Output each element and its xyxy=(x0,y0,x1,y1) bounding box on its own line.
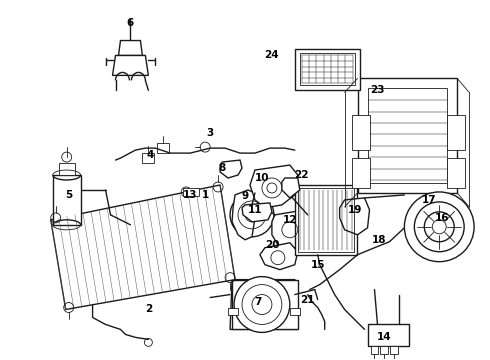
Bar xyxy=(358,78,457,193)
Bar xyxy=(228,307,238,315)
Polygon shape xyxy=(230,280,298,329)
Bar xyxy=(232,280,298,329)
Bar xyxy=(300,54,355,85)
Text: 19: 19 xyxy=(347,205,362,215)
Bar xyxy=(368,88,447,183)
Bar xyxy=(298,188,354,252)
Circle shape xyxy=(230,193,274,237)
Bar xyxy=(370,346,378,354)
Text: 14: 14 xyxy=(377,332,392,342)
Bar xyxy=(290,307,300,315)
Bar xyxy=(295,49,360,90)
Polygon shape xyxy=(272,210,310,248)
Text: 20: 20 xyxy=(265,240,279,250)
Polygon shape xyxy=(220,160,242,178)
Text: 18: 18 xyxy=(372,235,387,245)
Text: 2: 2 xyxy=(145,305,152,315)
Bar xyxy=(295,185,357,255)
Polygon shape xyxy=(282,178,300,198)
Polygon shape xyxy=(340,198,369,235)
Text: 16: 16 xyxy=(435,213,449,223)
Bar xyxy=(352,115,369,150)
Bar xyxy=(53,175,81,225)
Bar xyxy=(352,158,369,188)
Text: 1: 1 xyxy=(201,190,209,200)
Text: 23: 23 xyxy=(370,85,385,95)
Bar xyxy=(183,188,199,196)
Circle shape xyxy=(404,192,474,262)
Bar xyxy=(380,346,389,354)
Polygon shape xyxy=(51,185,235,310)
Bar xyxy=(368,324,409,346)
Text: 3: 3 xyxy=(206,128,214,138)
Bar xyxy=(143,153,154,163)
Polygon shape xyxy=(119,41,143,55)
Bar xyxy=(157,143,169,153)
Bar xyxy=(391,346,398,354)
Text: 4: 4 xyxy=(147,150,154,160)
Text: 13: 13 xyxy=(183,190,197,200)
Text: 6: 6 xyxy=(127,18,134,28)
Text: 7: 7 xyxy=(254,297,262,306)
Text: 5: 5 xyxy=(65,190,73,200)
Bar xyxy=(447,158,465,188)
Text: 22: 22 xyxy=(294,170,309,180)
Polygon shape xyxy=(113,55,148,75)
Text: 24: 24 xyxy=(265,50,279,60)
Text: 11: 11 xyxy=(248,205,262,215)
Polygon shape xyxy=(260,243,298,270)
Text: 10: 10 xyxy=(255,173,269,183)
Text: 17: 17 xyxy=(422,195,437,205)
Circle shape xyxy=(234,276,290,332)
Text: 12: 12 xyxy=(283,215,297,225)
Polygon shape xyxy=(250,165,298,208)
Polygon shape xyxy=(232,190,258,240)
Text: 21: 21 xyxy=(300,294,315,305)
Text: 9: 9 xyxy=(242,191,248,201)
Polygon shape xyxy=(242,203,272,222)
Bar xyxy=(447,115,465,150)
Text: 8: 8 xyxy=(219,163,226,173)
Text: 15: 15 xyxy=(311,260,325,270)
Bar xyxy=(59,163,74,175)
